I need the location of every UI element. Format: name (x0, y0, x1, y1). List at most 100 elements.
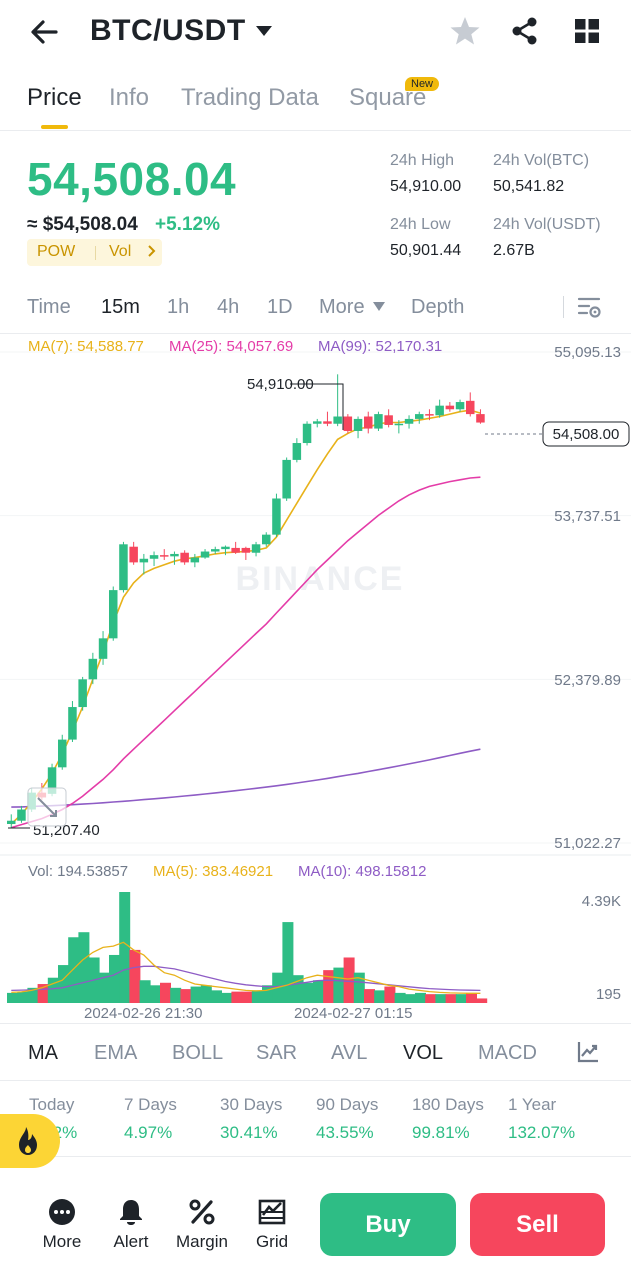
indicator-macd[interactable]: MACD (478, 1042, 537, 1064)
tab-price[interactable]: Price (27, 84, 82, 111)
candle-body (129, 546, 138, 563)
candle-body (78, 679, 87, 708)
indicator-avl[interactable]: AVL (331, 1042, 368, 1064)
24h-vol-usdt-label: 24h Vol(USDT) (493, 216, 601, 233)
indicator-ema[interactable]: EMA (94, 1042, 138, 1064)
kline-chart[interactable]: BINANCE 55,095.13 53,737.51 52,379.89 51… (0, 334, 631, 1024)
indicator-ma[interactable]: MA (28, 1042, 58, 1064)
interval-4h[interactable]: 4h (217, 296, 240, 318)
current-price-label: 54,508.00 (553, 426, 620, 443)
volume-bar (190, 986, 202, 1003)
candle-body (445, 405, 455, 410)
volume-bar (170, 987, 182, 1003)
grid-button[interactable]: Grid (241, 1196, 303, 1252)
interval-15m[interactable]: 15m (101, 296, 140, 318)
volume-axis-label: 4.39K (582, 893, 621, 910)
ma99-line (11, 748, 481, 808)
perf-label: 30 Days (220, 1095, 283, 1114)
price-axis-label: 55,095.13 (554, 344, 621, 361)
sell-button[interactable]: Sell (470, 1193, 605, 1256)
star-icon[interactable] (448, 14, 482, 53)
volume-bar (68, 937, 80, 1003)
chevron-right-icon (147, 241, 157, 266)
perf-label: 90 Days (316, 1095, 379, 1114)
volume-bar (292, 975, 304, 1003)
divider (0, 333, 631, 334)
grid-label: Grid (255, 1232, 289, 1251)
candle-body (272, 498, 281, 535)
tab-trading-data[interactable]: Trading Data (181, 84, 319, 111)
watermark: BINANCE (236, 560, 405, 598)
tag-vol: Vol (109, 243, 132, 260)
volume-bar (17, 991, 29, 1003)
ma7-line (10, 409, 481, 825)
indicator-settings-icon[interactable] (576, 1040, 600, 1069)
perf-value: 99.81% (412, 1123, 470, 1142)
volume-ma-lines (11, 941, 481, 994)
24h-high-value: 54,910.00 (390, 178, 462, 195)
volume-bar (251, 990, 263, 1003)
volume-bar (139, 980, 151, 1003)
volume-ma10-line (11, 965, 481, 992)
candle-body (139, 558, 149, 563)
perf-value: 43.55% (316, 1123, 374, 1142)
volume-bar (374, 990, 386, 1003)
candle-body (241, 547, 251, 553)
time-axis-label: 2024-02-26 21:30 (84, 1005, 202, 1022)
volume-bar (282, 922, 294, 1003)
tag-chip[interactable]: POW Vol (27, 239, 162, 266)
current-price-box (542, 421, 630, 447)
volume-bar (58, 965, 69, 1003)
candle-body (180, 552, 189, 563)
candle-body (302, 423, 312, 444)
interval-more[interactable]: More (319, 296, 365, 318)
high-marker-label: 54,910.00 (247, 376, 314, 393)
pair-title[interactable]: BTC/USDT (90, 14, 246, 47)
indicator-boll[interactable]: BOLL (172, 1042, 224, 1064)
candle-body (58, 739, 67, 768)
divider (0, 1080, 631, 1081)
alert-button[interactable]: Alert (100, 1196, 162, 1252)
candle-body (343, 416, 353, 431)
more-icon (31, 1196, 93, 1228)
interval-depth[interactable]: Depth (411, 296, 465, 318)
candle-body (17, 809, 26, 821)
volume-bar (445, 994, 457, 1003)
indicator-sar[interactable]: SAR (256, 1042, 298, 1064)
volume-bar (343, 957, 355, 1003)
chart-settings-icon[interactable] (576, 294, 602, 325)
volume-bar (415, 992, 426, 1003)
volume-bar (129, 949, 141, 1003)
more-caret-icon[interactable] (372, 300, 386, 318)
more-button[interactable]: More (31, 1196, 93, 1252)
volume-bar (384, 986, 396, 1003)
share-icon[interactable] (508, 14, 542, 53)
vol-ma5-legend: MA(5): 383.46921 (153, 863, 274, 880)
volume-bar (313, 980, 324, 1003)
back-arrow-icon[interactable] (26, 14, 62, 50)
perf-value: 30.41% (220, 1123, 278, 1142)
grid-icon[interactable] (570, 14, 604, 53)
interval-1h[interactable]: 1h (167, 296, 190, 318)
volume-bar (404, 994, 416, 1003)
volume-bars (7, 892, 488, 1003)
divider (0, 130, 631, 131)
high-marker-line (290, 383, 344, 430)
fire-icon[interactable] (0, 1114, 60, 1168)
top-bar: BTC/USDT (0, 0, 631, 66)
volume-bar (333, 967, 345, 1003)
volume-bar (435, 994, 447, 1003)
price-axis-label: 53,737.51 (554, 508, 621, 525)
volume-bar (109, 954, 120, 1003)
indicator-vol[interactable]: VOL (403, 1042, 444, 1064)
interval-1d[interactable]: 1D (267, 296, 293, 318)
margin-button[interactable]: Margin (171, 1196, 233, 1252)
tab-info[interactable]: Info (109, 84, 150, 111)
perf-label: 180 Days (412, 1095, 484, 1114)
candle-body (415, 414, 424, 419)
caret-down-icon[interactable] (255, 24, 273, 43)
interval-time[interactable]: Time (27, 296, 71, 318)
24h-low-value: 50,901.44 (390, 242, 462, 259)
ma25-legend: MA(25): 54,057.69 (169, 338, 294, 355)
buy-button[interactable]: Buy (320, 1193, 456, 1256)
